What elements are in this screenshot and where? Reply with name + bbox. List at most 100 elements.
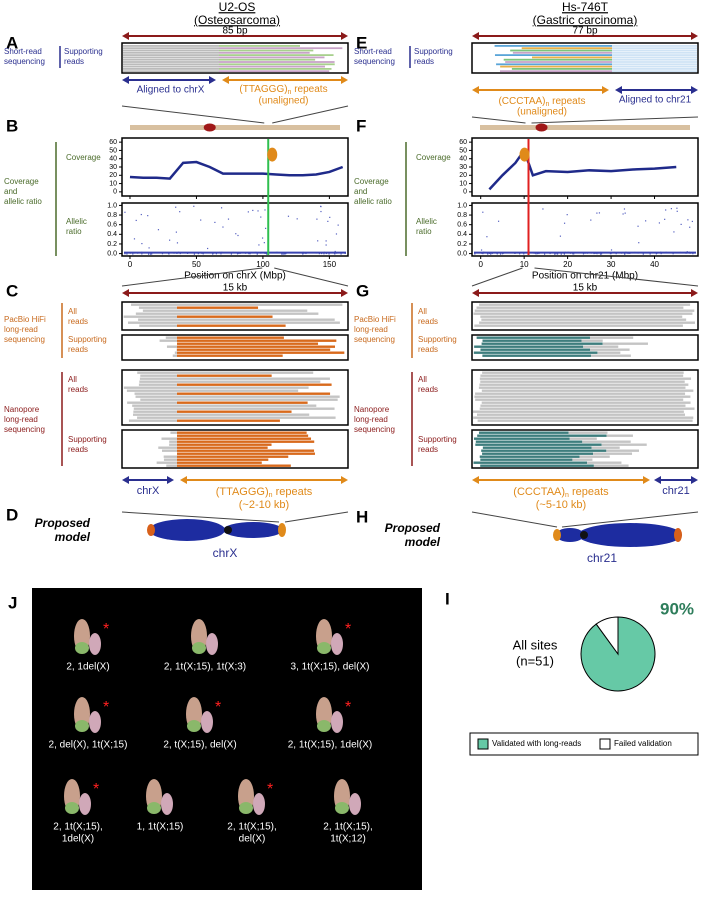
noise-dot xyxy=(258,244,260,246)
read xyxy=(156,461,177,464)
read xyxy=(177,392,331,395)
label: sequencing xyxy=(354,57,395,66)
y-tick-label: 0.2 xyxy=(107,241,117,248)
connector xyxy=(531,116,699,124)
read xyxy=(475,443,602,446)
panel-letter: B xyxy=(6,116,18,135)
noise-dot xyxy=(622,213,624,215)
label: allelic ratio xyxy=(4,197,42,206)
noise-dot xyxy=(486,236,488,238)
read xyxy=(589,336,634,339)
noise-dot xyxy=(135,219,137,222)
y-tick-label: 0.4 xyxy=(107,231,117,238)
panel-letter: E xyxy=(356,33,367,52)
repeat-unit: (CCCTAA) xyxy=(498,96,545,107)
chromatid-arm xyxy=(223,522,283,538)
label: Coverage xyxy=(354,177,389,186)
read xyxy=(612,56,697,59)
read xyxy=(132,404,177,407)
repeat-tip xyxy=(278,523,286,537)
noise-dot xyxy=(179,211,181,213)
label: Coverage xyxy=(416,153,451,162)
read xyxy=(510,49,612,52)
read xyxy=(140,374,177,377)
label: ratio xyxy=(66,227,82,236)
read xyxy=(511,68,612,70)
span-label: 15 kb xyxy=(573,283,598,294)
arrow-head xyxy=(472,289,479,297)
read xyxy=(569,437,597,440)
read xyxy=(476,336,590,339)
chromosome-image xyxy=(192,642,206,654)
read xyxy=(612,54,697,56)
read xyxy=(138,318,177,321)
arrow-head xyxy=(122,289,129,297)
noise-dot xyxy=(320,210,322,213)
telomere xyxy=(147,524,155,536)
noise-dot xyxy=(215,253,217,255)
plot-frame xyxy=(121,202,349,257)
label: (unaligned) xyxy=(517,107,567,118)
chromosome-image xyxy=(161,793,173,815)
label: long-read xyxy=(354,325,388,334)
read xyxy=(123,65,219,68)
noise-dot xyxy=(148,247,150,249)
read xyxy=(612,49,697,52)
read xyxy=(140,398,177,401)
read xyxy=(126,389,177,392)
read xyxy=(474,395,691,398)
noise-dot xyxy=(672,253,674,255)
noise-dot xyxy=(151,253,153,255)
repeat-rest: repeats xyxy=(273,486,313,498)
noise-dot xyxy=(193,253,196,255)
read xyxy=(479,455,580,458)
read xyxy=(612,45,697,47)
read xyxy=(139,324,177,327)
label: Nanopore xyxy=(354,405,390,414)
chromosome-image xyxy=(75,720,89,732)
asterisk: * xyxy=(345,621,351,638)
noise-dot xyxy=(132,253,134,255)
read xyxy=(133,407,177,410)
read xyxy=(477,434,607,437)
read xyxy=(169,440,177,443)
noise-dot xyxy=(193,205,195,207)
noise-dot xyxy=(573,253,575,255)
y-tick-label: 30 xyxy=(109,164,117,171)
noise-dot xyxy=(214,221,216,224)
y-tick-label: 0 xyxy=(113,189,117,196)
connector xyxy=(471,116,526,124)
read xyxy=(612,70,697,73)
karyotype-label: 3, 1t(X;15), del(X) xyxy=(291,662,370,673)
read xyxy=(479,377,692,380)
pie-value-label: 90% xyxy=(660,599,694,618)
right-title: Hs-746T xyxy=(562,0,609,14)
label: sequencing xyxy=(4,425,45,434)
read xyxy=(475,398,684,401)
y-tick-label: 0.4 xyxy=(457,231,467,238)
read xyxy=(177,434,309,437)
noise-dot xyxy=(334,250,336,253)
label: Supporting xyxy=(418,435,457,444)
y-tick-label: 0 xyxy=(463,189,467,196)
read xyxy=(177,401,308,404)
repeat-rest: repeats xyxy=(291,84,327,95)
noise-dot xyxy=(328,253,330,255)
noise-dot xyxy=(230,253,232,255)
label: chrX xyxy=(137,485,160,497)
read xyxy=(612,61,697,63)
read xyxy=(123,63,219,66)
read xyxy=(219,61,335,63)
noise-dot xyxy=(590,219,592,221)
noise-dot xyxy=(642,253,644,255)
read xyxy=(482,339,582,342)
read xyxy=(606,434,633,437)
read xyxy=(177,419,280,422)
x-tick-label: 40 xyxy=(650,260,659,269)
noise-dot xyxy=(265,227,267,229)
noise-dot xyxy=(501,253,504,255)
label: reads xyxy=(64,57,84,66)
read xyxy=(161,437,177,440)
right-subtitle: (Gastric carcinoma) xyxy=(533,13,638,27)
